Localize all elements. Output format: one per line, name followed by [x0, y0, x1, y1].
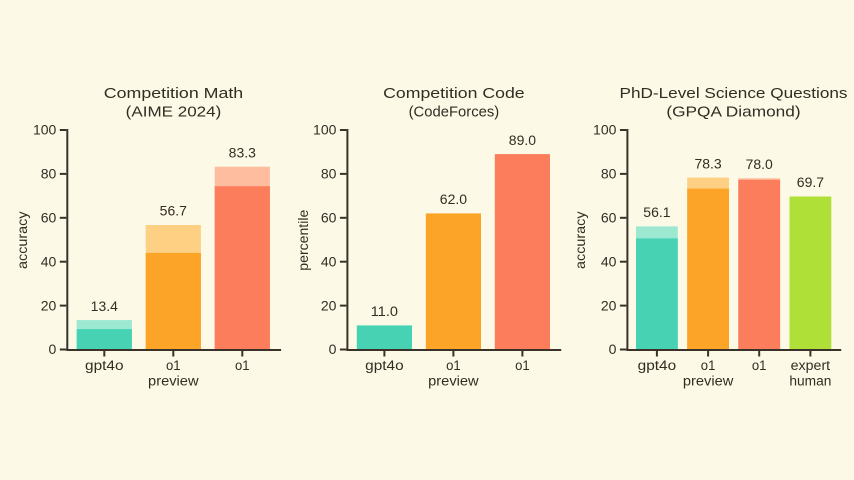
- svg-text:100: 100: [593, 122, 617, 138]
- svg-text:100: 100: [33, 122, 57, 138]
- svg-text:69.7: 69.7: [797, 175, 824, 190]
- svg-text:(GPQA Diamond): (GPQA Diamond): [666, 104, 800, 120]
- svg-text:accuracy: accuracy: [573, 211, 588, 269]
- svg-text:60: 60: [601, 210, 617, 226]
- svg-text:preview: preview: [148, 373, 199, 388]
- svg-text:o1: o1: [752, 358, 767, 373]
- svg-text:percentile: percentile: [296, 210, 311, 271]
- svg-text:56.1: 56.1: [643, 205, 670, 220]
- svg-text:PhD-Level Science Questions: PhD-Level Science Questions: [620, 86, 848, 102]
- svg-text:o1: o1: [446, 358, 461, 373]
- svg-text:80: 80: [601, 166, 617, 182]
- svg-text:100: 100: [313, 122, 337, 138]
- svg-text:20: 20: [321, 297, 337, 313]
- svg-text:Competition Math: Competition Math: [104, 86, 243, 102]
- svg-text:83.3: 83.3: [229, 145, 256, 160]
- svg-text:40: 40: [41, 253, 57, 269]
- svg-text:o1: o1: [166, 358, 181, 373]
- svg-text:20: 20: [41, 297, 57, 313]
- svg-text:0: 0: [49, 341, 57, 357]
- svg-text:o1: o1: [701, 358, 716, 373]
- svg-text:62.0: 62.0: [440, 192, 467, 207]
- svg-text:preview: preview: [428, 373, 479, 388]
- svg-text:gpt4o: gpt4o: [85, 358, 124, 373]
- svg-text:11.0: 11.0: [371, 304, 398, 319]
- svg-text:13.4: 13.4: [91, 299, 119, 314]
- svg-text:56.7: 56.7: [160, 204, 187, 219]
- svg-text:40: 40: [601, 253, 617, 269]
- svg-text:80: 80: [321, 166, 337, 182]
- svg-text:0: 0: [609, 341, 617, 357]
- svg-text:78.3: 78.3: [695, 156, 722, 171]
- svg-text:60: 60: [321, 210, 337, 226]
- svg-text:accuracy: accuracy: [15, 211, 30, 269]
- svg-text:preview: preview: [683, 373, 734, 388]
- svg-text:expert: expert: [791, 358, 831, 373]
- svg-text:o1: o1: [235, 358, 250, 373]
- svg-text:gpt4o: gpt4o: [365, 358, 404, 373]
- svg-text:80: 80: [41, 166, 57, 182]
- svg-text:60: 60: [41, 210, 57, 226]
- svg-text:Competition Code: Competition Code: [383, 86, 525, 102]
- svg-text:78.0: 78.0: [746, 157, 773, 172]
- svg-text:human: human: [789, 373, 831, 388]
- svg-text:0: 0: [329, 341, 337, 357]
- svg-text:20: 20: [601, 297, 617, 313]
- svg-text:89.0: 89.0: [509, 133, 536, 148]
- svg-text:(AIME 2024): (AIME 2024): [126, 104, 222, 120]
- svg-text:o1: o1: [515, 358, 530, 373]
- svg-text:40: 40: [321, 253, 337, 269]
- svg-text:gpt4o: gpt4o: [638, 358, 677, 373]
- svg-text:(CodeForces): (CodeForces): [409, 104, 500, 120]
